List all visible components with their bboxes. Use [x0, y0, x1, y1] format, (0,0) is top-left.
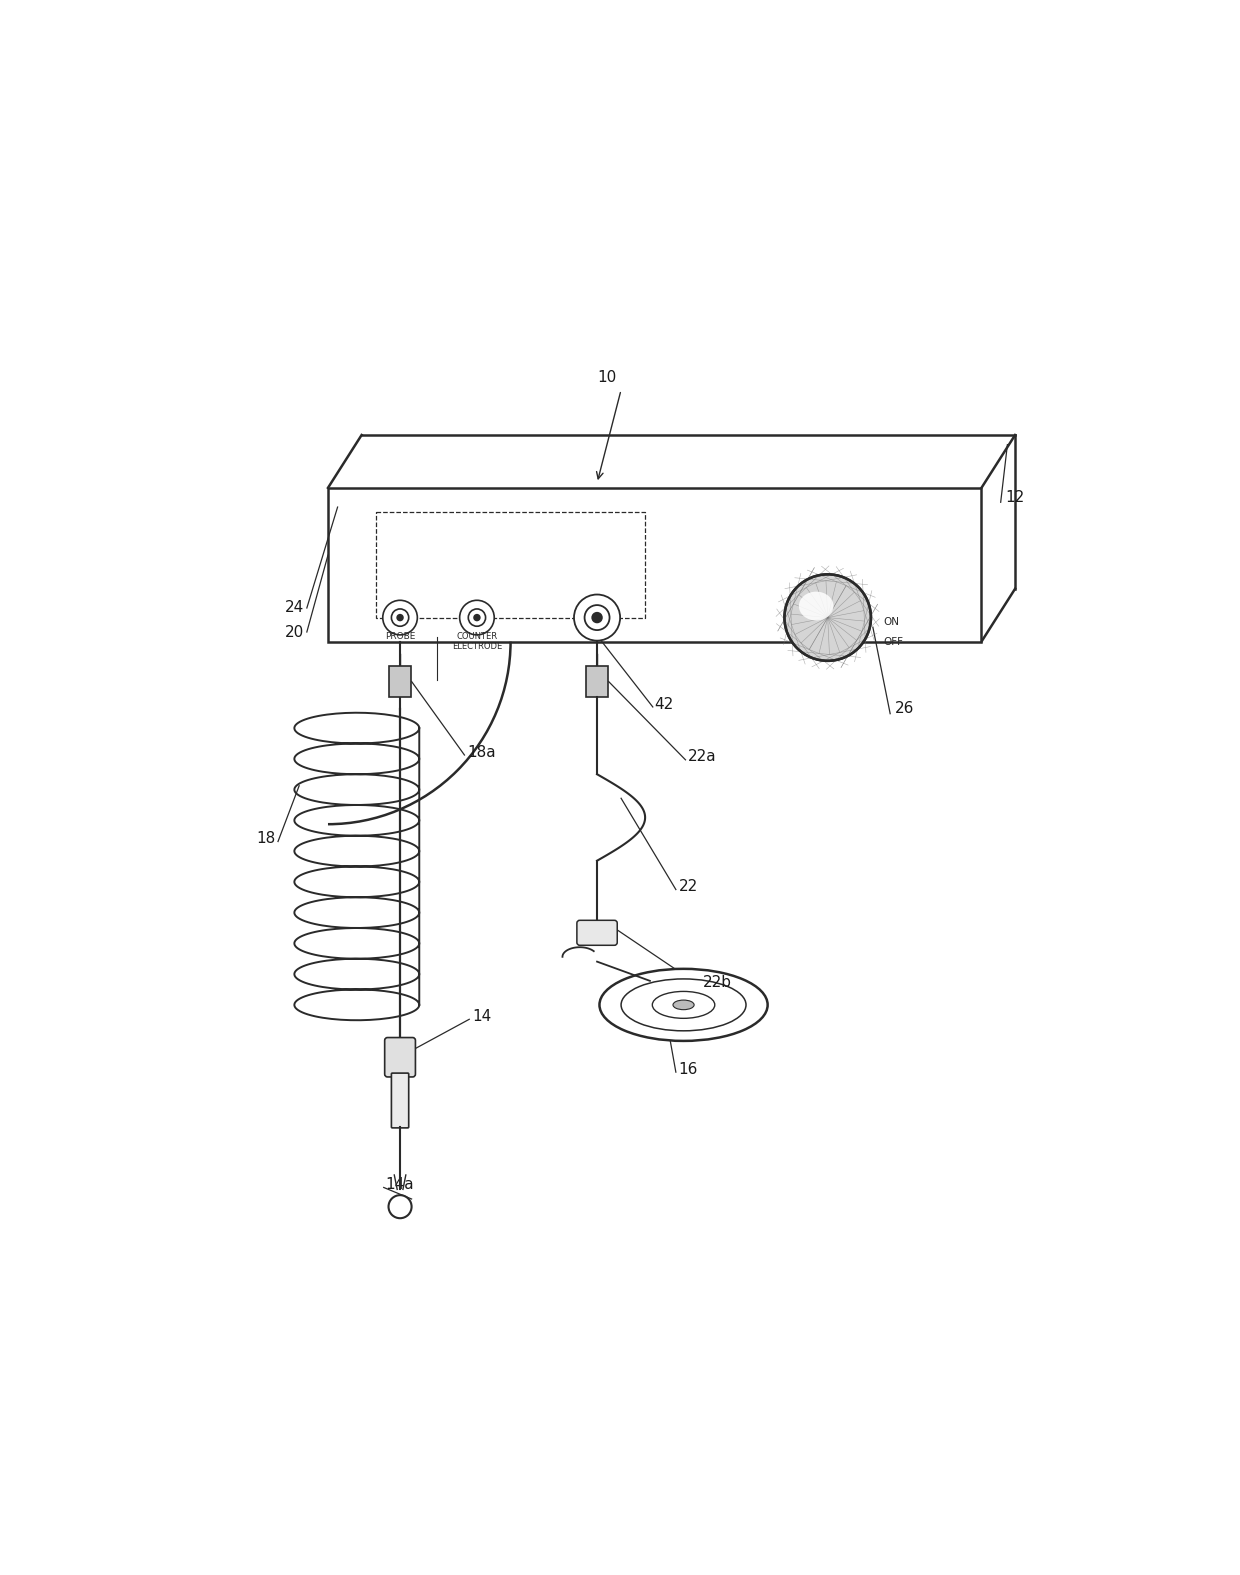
Ellipse shape	[621, 980, 746, 1030]
Circle shape	[469, 610, 486, 627]
Text: OFF: OFF	[883, 636, 904, 647]
Text: 22a: 22a	[688, 750, 717, 764]
Text: PROBE: PROBE	[384, 632, 415, 641]
Ellipse shape	[599, 969, 768, 1041]
Text: 42: 42	[655, 696, 675, 712]
FancyBboxPatch shape	[389, 666, 410, 698]
Circle shape	[388, 1195, 412, 1217]
Text: 10: 10	[596, 370, 616, 384]
Circle shape	[474, 614, 480, 621]
Text: 18: 18	[255, 832, 275, 846]
Circle shape	[460, 600, 495, 635]
Circle shape	[584, 605, 610, 630]
Text: 14a: 14a	[386, 1177, 414, 1192]
Ellipse shape	[799, 592, 833, 621]
FancyBboxPatch shape	[577, 920, 618, 945]
Circle shape	[574, 594, 620, 641]
Text: ON: ON	[883, 617, 899, 627]
Circle shape	[397, 614, 403, 621]
Text: 14: 14	[472, 1010, 491, 1024]
Text: 22b: 22b	[703, 975, 732, 991]
Text: 18a: 18a	[467, 745, 496, 759]
Ellipse shape	[673, 1000, 694, 1010]
Bar	[376, 512, 645, 617]
Circle shape	[392, 610, 409, 627]
Text: COUNTER
ELECTRODE: COUNTER ELECTRODE	[451, 632, 502, 652]
Text: 24: 24	[285, 600, 304, 616]
Circle shape	[383, 600, 418, 635]
FancyBboxPatch shape	[587, 666, 608, 698]
Text: 26: 26	[895, 701, 914, 717]
Circle shape	[593, 613, 601, 622]
Ellipse shape	[652, 991, 714, 1019]
Circle shape	[785, 575, 870, 662]
FancyBboxPatch shape	[392, 1073, 409, 1128]
FancyBboxPatch shape	[384, 1038, 415, 1077]
Text: 16: 16	[678, 1062, 698, 1077]
Bar	[327, 488, 982, 641]
Text: 20: 20	[285, 625, 304, 639]
Text: 22: 22	[678, 879, 698, 895]
Text: 12: 12	[1006, 490, 1024, 506]
